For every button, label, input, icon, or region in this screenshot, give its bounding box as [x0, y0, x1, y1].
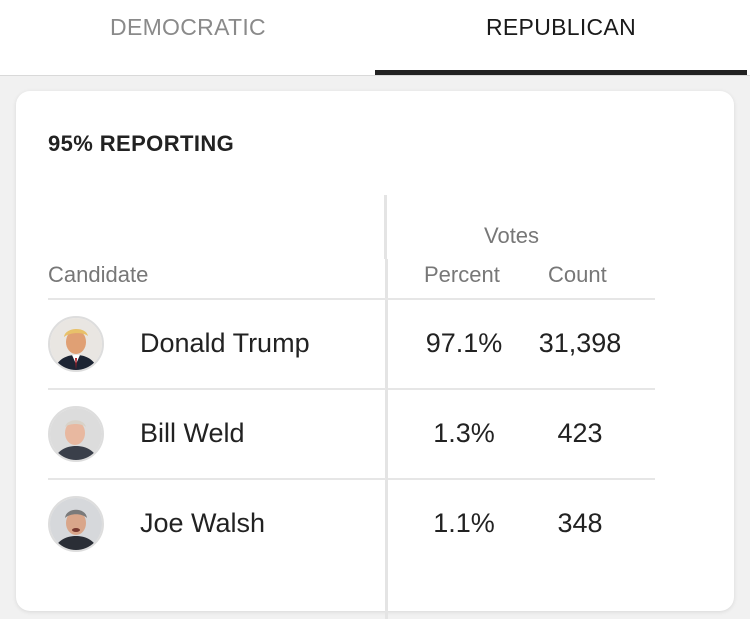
candidate-count: 423 [557, 418, 603, 448]
header-divider [48, 298, 655, 300]
results-card: 95% REPORTING Votes Candidate Percent Co… [16, 91, 734, 619]
active-tab-indicator [375, 70, 747, 75]
candidate-count: 348 [557, 508, 603, 538]
percent-header: Percent [424, 262, 500, 287]
avatar [48, 316, 104, 372]
table-row: Joe Walsh 1.1% 348 [16, 480, 734, 570]
candidate-photo-icon [50, 498, 102, 550]
reporting-status: 95% REPORTING [48, 131, 235, 156]
candidate-percent: 1.1% [433, 508, 495, 538]
row-divider [48, 478, 386, 480]
candidate-photo-icon [50, 408, 102, 460]
row-divider [388, 478, 655, 480]
candidate-name: Joe Walsh [140, 508, 266, 538]
tab-republican-label: REPUBLICAN [486, 14, 636, 40]
column-divider [385, 259, 388, 619]
candidate-percent: 1.3% [433, 418, 495, 448]
row-divider [388, 388, 655, 390]
party-tabs: DEMOCRATIC REPUBLICAN [0, 0, 750, 76]
candidate-name: Bill Weld [140, 418, 245, 448]
candidate-name: Donald Trump [140, 328, 310, 358]
column-divider-top [384, 195, 387, 259]
table-row: Donald Trump 97.1% 31,398 [16, 300, 734, 390]
candidate-percent: 97.1% [425, 328, 503, 358]
tab-democratic-label: DEMOCRATIC [110, 14, 266, 40]
candidate-header: Candidate [48, 262, 149, 287]
tab-democratic[interactable]: DEMOCRATIC [0, 0, 376, 76]
candidate-count: 31,398 [538, 328, 622, 358]
avatar [48, 496, 104, 552]
count-header: Count [548, 262, 607, 287]
row-divider [48, 388, 386, 390]
tab-republican[interactable]: REPUBLICAN [376, 0, 746, 76]
tabs-divider [0, 75, 750, 76]
votes-header: Votes [484, 223, 540, 248]
candidate-photo-icon [50, 318, 102, 370]
table-row: Bill Weld 1.3% 423 [16, 390, 734, 480]
avatar [48, 406, 104, 462]
